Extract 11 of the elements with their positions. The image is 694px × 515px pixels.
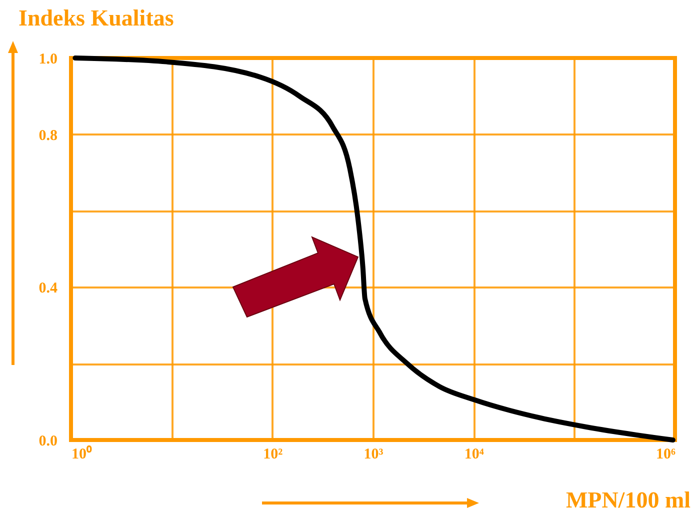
x-tick-label: 10⁰	[72, 444, 92, 462]
x-tick-label: 10⁴	[464, 446, 484, 462]
x-tick-label: 10⁶	[656, 446, 676, 462]
y-tick-label: 0.8	[38, 128, 58, 144]
y-axis-title: Indeks Kualitas	[18, 6, 174, 30]
y-tick-label: 0.4	[38, 280, 58, 297]
x-tick-label: 10²	[263, 446, 284, 462]
y-tick-label: 1.0	[38, 52, 58, 68]
x-tick-label: 10³	[364, 446, 384, 462]
y-tick-label: 0.0	[38, 434, 58, 450]
x-axis-title: MPN/100 ml	[566, 488, 690, 512]
